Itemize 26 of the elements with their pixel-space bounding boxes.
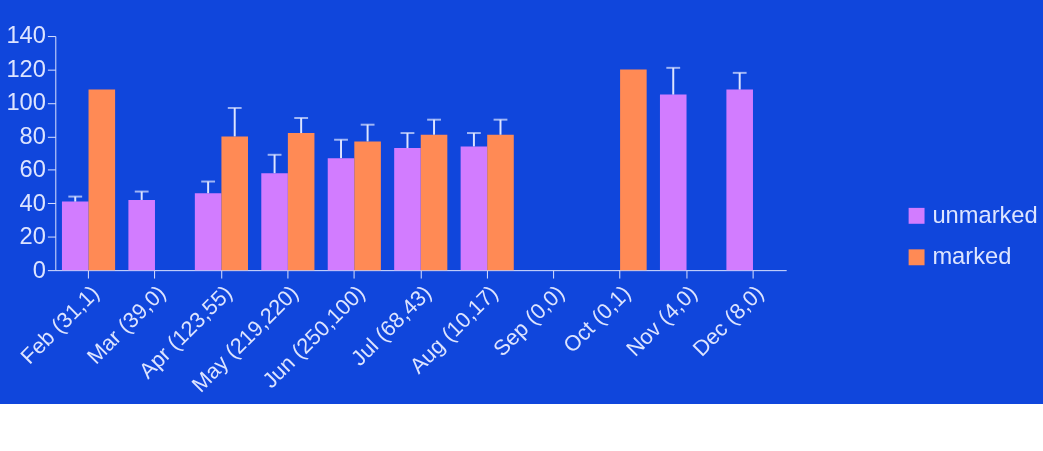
bar [221, 136, 248, 271]
y-tick-label: 140 [6, 22, 46, 49]
y-tick-label: 40 [19, 189, 46, 216]
bar [420, 134, 448, 271]
bar [487, 134, 514, 271]
bar [620, 69, 647, 271]
y-tick-label: 120 [6, 55, 46, 82]
bar [354, 141, 381, 271]
legend-label: marked [932, 243, 1012, 270]
y-tick-label: 100 [6, 89, 46, 116]
bar [61, 201, 89, 271]
y-tick-label: 60 [19, 156, 46, 183]
y-tick-label: 0 [32, 256, 46, 283]
bar [460, 146, 488, 271]
bar [394, 148, 421, 271]
bar [261, 173, 288, 271]
legend-label: unmarked [932, 201, 1038, 228]
bar [128, 199, 155, 271]
y-tick-label: 80 [19, 122, 46, 149]
bar [659, 94, 687, 271]
bar [287, 133, 315, 271]
bar [88, 89, 116, 271]
bar [327, 158, 355, 271]
bar [194, 193, 222, 271]
bar [726, 89, 753, 271]
y-tick-label: 20 [19, 223, 46, 250]
